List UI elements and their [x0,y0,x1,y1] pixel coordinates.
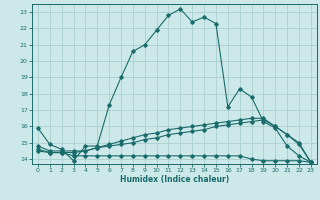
X-axis label: Humidex (Indice chaleur): Humidex (Indice chaleur) [120,175,229,184]
